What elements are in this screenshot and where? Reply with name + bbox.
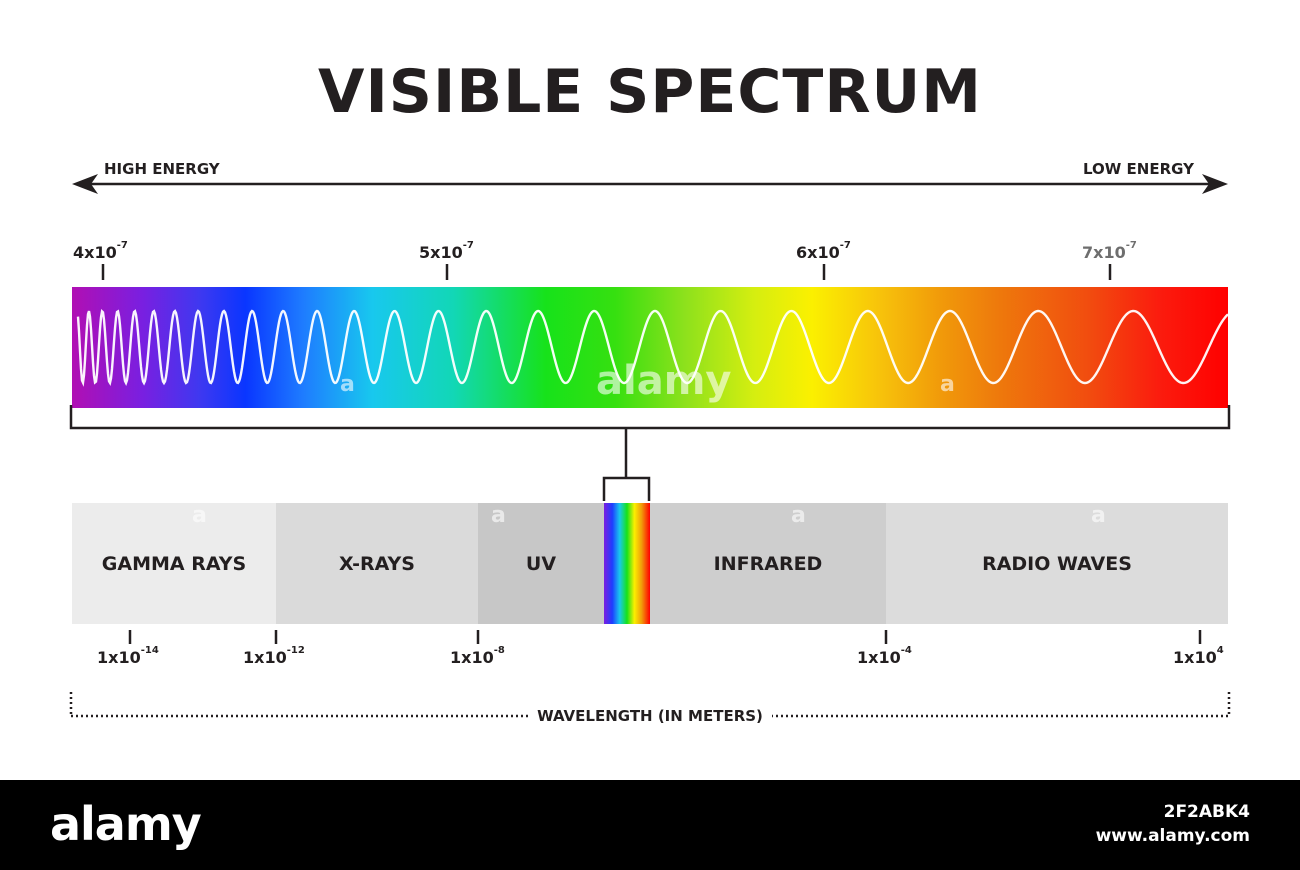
band-label: X-RAYS [339,553,415,575]
visible-tick-label: 7x10-7 [1082,240,1137,263]
watermark: alamy [596,358,732,404]
low-energy-label: LOW ENERGY [1083,160,1194,178]
em-tick-label: 1x10-14 [97,645,159,668]
wavelength-axis [69,692,1231,718]
em-tick-label: 1x10-4 [857,645,912,668]
watermark-small: a [940,372,955,397]
watermark-small: a [791,503,806,528]
band-gamma-rays: GAMMA RAYS [72,503,276,624]
em-tick-label: 1x10-8 [450,645,505,668]
visible-spectrum-bar [72,287,1228,408]
image-id: 2F2ABK4 [1163,802,1250,822]
wavelength-axis-label: WAVELENGTH (IN METERS) [528,706,772,726]
visible-tick-label: 4x10-7 [73,240,128,263]
visible-tick-marks [101,264,1112,280]
band-uv: UV [478,503,604,624]
site-url: www.alamy.com [1095,826,1250,846]
visible-tick-label: 6x10-7 [796,240,851,263]
watermark-small: a [1091,503,1106,528]
energy-arrow [72,174,1228,194]
em-tick-marks [128,630,1202,644]
alamy-logo: alamy [50,797,202,851]
visible-tick-label: 5x10-7 [419,240,474,263]
high-energy-label: HIGH ENERGY [104,160,220,178]
visible-light-band [604,503,650,624]
band-label: UV [525,553,557,575]
em-tick-label: 1x10-12 [243,645,305,668]
band-label: RADIO WAVES [982,553,1132,575]
em-tick-label: 1x104 [1173,645,1224,668]
band-radio-waves: RADIO WAVES [886,503,1228,624]
band-infrared: INFRARED [650,503,886,624]
watermark-small: a [340,372,355,397]
band-label: INFRARED [713,553,823,575]
band-x-rays: X-RAYS [276,503,478,624]
watermark-small: a [192,503,207,528]
wavelength-wave [76,309,1228,387]
zoom-bracket [69,405,1231,501]
band-label: GAMMA RAYS [101,553,247,575]
page-title: VISIBLE SPECTRUM [318,57,982,127]
footer-bar [0,780,1300,870]
watermark-small: a [491,503,506,528]
